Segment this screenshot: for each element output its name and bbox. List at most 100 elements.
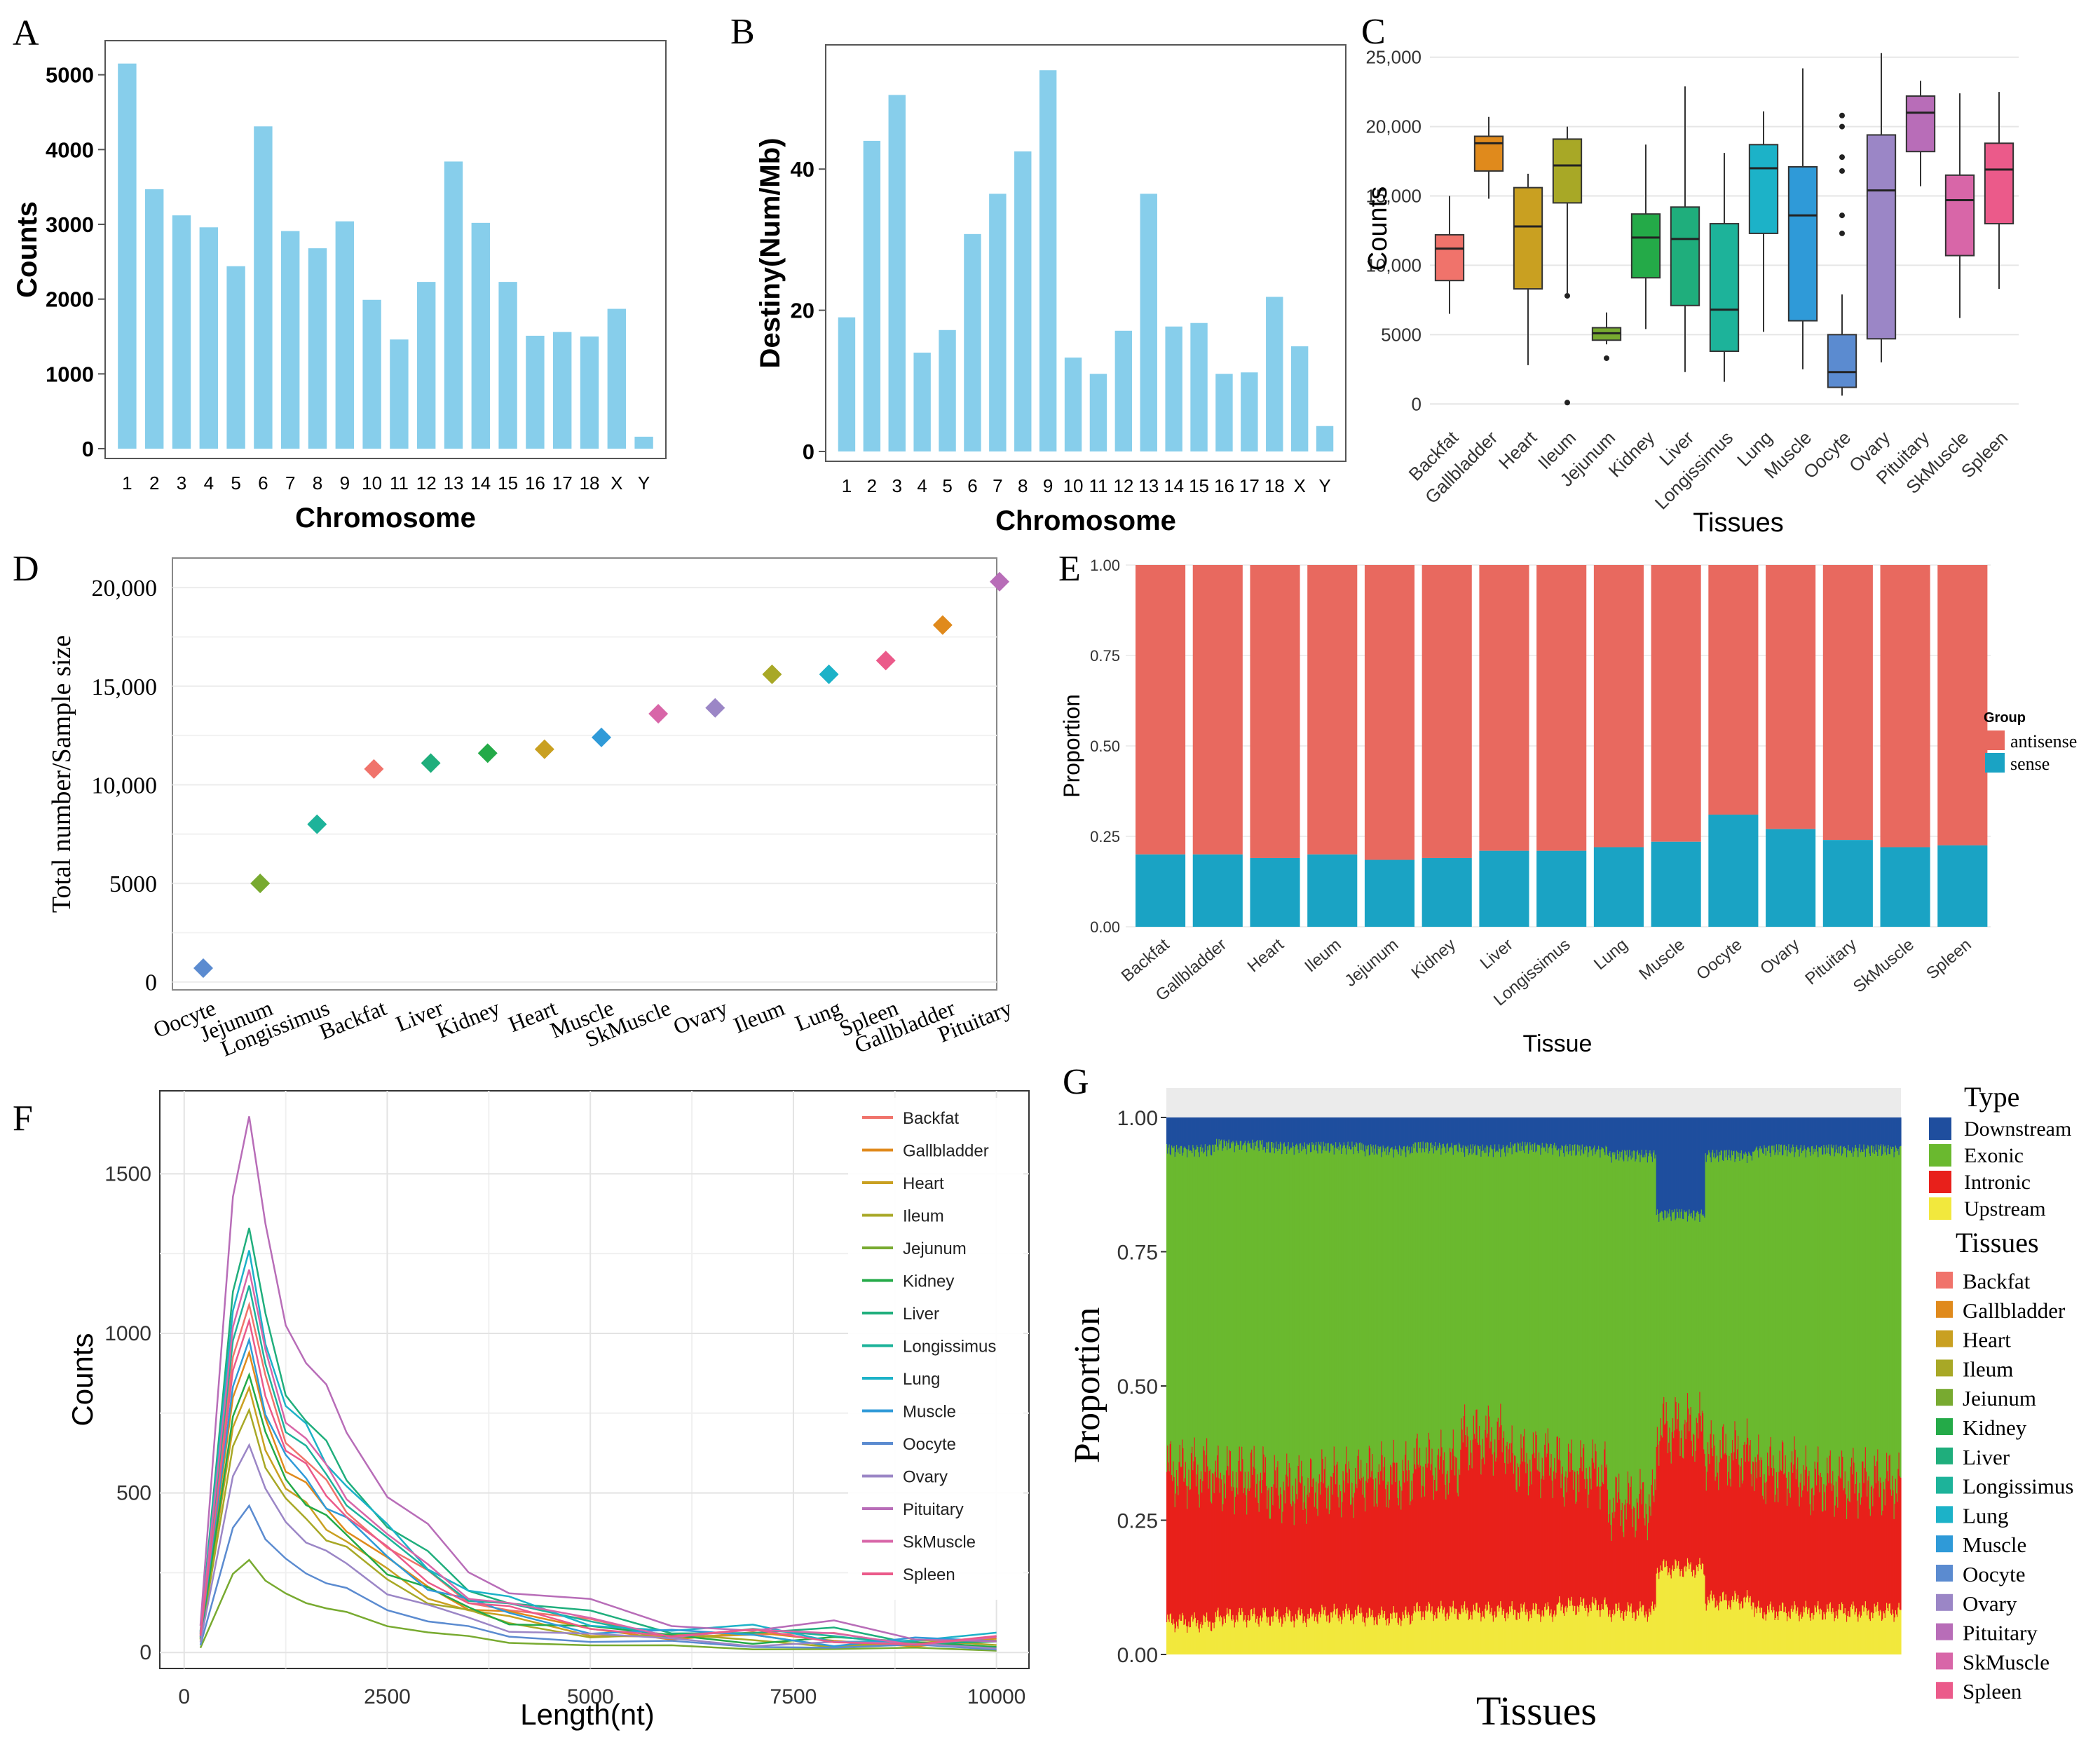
area-downstream (1478, 1117, 1480, 1146)
area-intronic (1225, 1498, 1227, 1623)
area-intronic (1871, 1485, 1873, 1612)
area-downstream (1896, 1117, 1897, 1148)
area-exonic (1494, 1144, 1496, 1440)
area-intronic (1809, 1504, 1811, 1618)
area-upstream (1224, 1618, 1226, 1654)
area-upstream (1307, 1614, 1309, 1654)
y-axis-title: Destiny(Num/Mb) (755, 138, 786, 369)
area-downstream (1890, 1117, 1892, 1147)
area-intronic (1588, 1494, 1590, 1613)
area-intronic (1328, 1486, 1330, 1615)
area-exonic (1672, 1212, 1674, 1418)
area-exonic (1778, 1144, 1780, 1472)
area-upstream (1590, 1611, 1593, 1654)
area-downstream (1458, 1117, 1460, 1143)
area-exonic (1569, 1151, 1570, 1452)
area-exonic (1225, 1146, 1227, 1499)
area-exonic (1799, 1148, 1801, 1483)
area-downstream (1644, 1117, 1645, 1155)
area-downstream (1835, 1117, 1837, 1145)
area-exonic (1703, 1216, 1705, 1450)
area-exonic (1850, 1153, 1853, 1458)
x-tick-label: 14 (470, 473, 491, 494)
area-upstream (1659, 1572, 1661, 1654)
area-downstream (1883, 1117, 1885, 1145)
area-intronic (1852, 1474, 1853, 1610)
area-exonic (1522, 1141, 1524, 1462)
area-intronic (1520, 1464, 1521, 1612)
area-intronic (1223, 1475, 1225, 1617)
area-upstream (1620, 1617, 1622, 1654)
area-upstream (1218, 1617, 1220, 1654)
area-exonic (1426, 1142, 1429, 1468)
x-tick-label: 13 (444, 473, 464, 494)
area-upstream (1766, 1614, 1768, 1654)
area-intronic (1703, 1413, 1704, 1565)
area-exonic (1720, 1150, 1722, 1458)
area-downstream (1817, 1117, 1818, 1152)
area-exonic (1744, 1155, 1746, 1442)
area-upstream (1243, 1619, 1246, 1654)
area-intronic (1233, 1487, 1235, 1620)
y-tick-label: 1000 (46, 362, 94, 386)
area-downstream (1537, 1117, 1539, 1146)
area-intronic (1716, 1455, 1718, 1601)
area-downstream (1779, 1117, 1781, 1153)
area-upstream (1895, 1610, 1897, 1654)
area-exonic (1825, 1145, 1827, 1486)
area-exonic (1311, 1152, 1312, 1460)
area-downstream (1480, 1117, 1482, 1157)
area-intronic (1515, 1456, 1516, 1610)
area-upstream (1785, 1606, 1787, 1654)
area-exonic (1686, 1221, 1689, 1394)
area-upstream (1710, 1594, 1712, 1654)
area-intronic (1731, 1439, 1733, 1596)
area-exonic (1338, 1150, 1340, 1508)
area-downstream (1714, 1117, 1717, 1159)
area-upstream (1233, 1619, 1235, 1654)
area-exonic (1898, 1155, 1900, 1453)
legend-swatch-tissue (1936, 1447, 1953, 1464)
area-downstream (1612, 1117, 1614, 1153)
area-downstream (1243, 1117, 1245, 1145)
area-intronic (1511, 1443, 1513, 1607)
area-upstream (1883, 1611, 1885, 1654)
area-intronic (1504, 1462, 1506, 1619)
area-exonic (1248, 1141, 1250, 1471)
area-exonic (1245, 1145, 1247, 1495)
area-exonic (1428, 1153, 1430, 1433)
area-downstream (1581, 1117, 1583, 1145)
bar-16 (1215, 374, 1233, 451)
area-downstream (1511, 1117, 1513, 1155)
area-exonic (1562, 1153, 1564, 1497)
area-intronic (1215, 1460, 1217, 1612)
area-intronic (1579, 1467, 1581, 1605)
area-downstream (1700, 1117, 1702, 1214)
bar-antisense-Heart (1250, 565, 1300, 858)
area-intronic (1601, 1464, 1603, 1605)
area-upstream (1624, 1611, 1626, 1654)
area-intronic (1452, 1429, 1454, 1601)
area-intronic (1834, 1505, 1836, 1618)
area-exonic (1261, 1144, 1262, 1493)
area-exonic (1541, 1148, 1543, 1479)
area-exonic (1750, 1155, 1752, 1441)
area-intronic (1386, 1484, 1389, 1619)
area-downstream (1767, 1117, 1768, 1152)
area-intronic (1827, 1473, 1829, 1609)
area-downstream (1326, 1117, 1328, 1151)
area-downstream (1729, 1117, 1731, 1150)
area-downstream (1900, 1117, 1902, 1146)
area-intronic (1387, 1481, 1389, 1619)
area-downstream (1546, 1117, 1548, 1145)
legend-label: Liver (903, 1305, 939, 1324)
area-upstream (1569, 1600, 1570, 1654)
area-intronic (1403, 1470, 1405, 1615)
area-intronic (1348, 1461, 1350, 1608)
area-upstream (1545, 1603, 1547, 1654)
area-downstream (1211, 1117, 1213, 1156)
area-downstream (1433, 1117, 1436, 1147)
area-upstream (1516, 1620, 1518, 1654)
area-intronic (1332, 1495, 1334, 1618)
area-intronic (1219, 1493, 1221, 1622)
